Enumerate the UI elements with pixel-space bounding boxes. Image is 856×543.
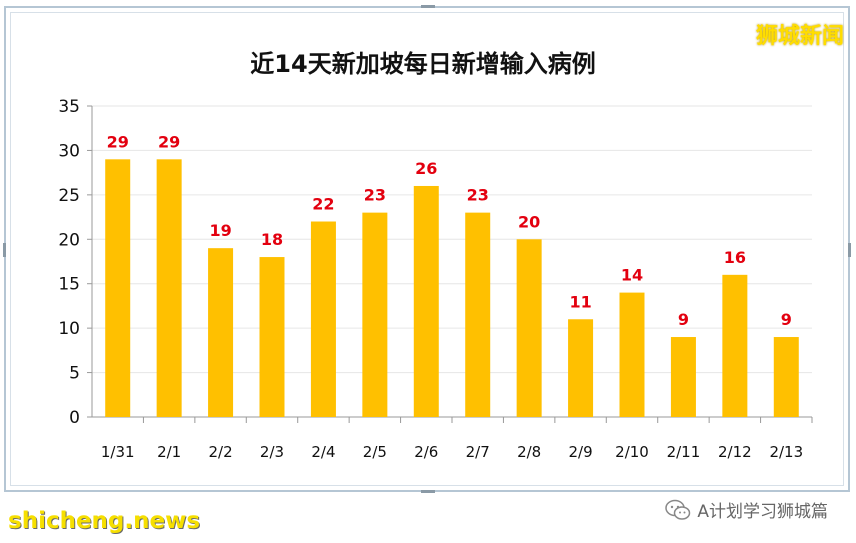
x-tick-label: 1/31 [101, 443, 135, 461]
y-tick-label: 10 [58, 319, 80, 339]
y-tick-label: 35 [58, 97, 80, 117]
y-tick-label: 20 [58, 230, 80, 250]
brand-watermark: 狮城新闻 [755, 24, 844, 49]
y-tick-label: 15 [58, 275, 80, 295]
x-tick-label: 2/4 [311, 443, 335, 461]
y-tick-label: 5 [69, 364, 80, 384]
bar [259, 257, 285, 417]
resize-handle-right[interactable] [848, 243, 851, 257]
bar [773, 337, 799, 417]
bar [156, 159, 182, 418]
data-label: 29 [107, 132, 129, 151]
x-tick-label: 2/5 [363, 443, 387, 461]
account-watermark: A计划学习狮城篇 [665, 497, 828, 522]
x-tick-label: 2/6 [414, 443, 438, 461]
chart-area [10, 12, 844, 486]
bar [619, 292, 645, 417]
data-label: 26 [415, 159, 437, 178]
resize-handle-top[interactable] [421, 5, 435, 8]
data-label: 18 [261, 230, 283, 249]
x-tick-label: 2/2 [209, 443, 233, 461]
resize-handle-left[interactable] [3, 243, 6, 257]
x-tick-label: 2/10 [615, 443, 649, 461]
data-label: 29 [158, 132, 180, 151]
bar [568, 319, 594, 417]
y-tick-label: 25 [58, 186, 80, 206]
data-label: 14 [621, 266, 643, 285]
bar [413, 185, 439, 417]
data-label: 16 [724, 248, 746, 267]
x-tick-label: 2/9 [569, 443, 593, 461]
y-tick-label: 0 [69, 408, 80, 428]
x-tick-label: 2/13 [769, 443, 803, 461]
wechat-icon [665, 499, 691, 520]
resize-handle-bottom[interactable] [421, 490, 435, 493]
bar [208, 248, 234, 417]
x-tick-label: 2/1 [157, 443, 181, 461]
x-tick-label: 2/7 [466, 443, 490, 461]
y-tick-label: 30 [58, 141, 80, 161]
bar [105, 159, 131, 418]
data-label: 9 [781, 310, 792, 329]
data-label: 23 [467, 186, 489, 205]
data-label: 11 [569, 292, 591, 311]
bar [362, 212, 388, 417]
site-watermark: shicheng.news [8, 508, 201, 534]
bar [670, 337, 696, 417]
data-label: 22 [312, 195, 334, 214]
x-tick-label: 2/8 [517, 443, 541, 461]
data-label: 9 [678, 310, 689, 329]
x-tick-label: 2/11 [667, 443, 701, 461]
x-tick-label: 2/12 [718, 443, 752, 461]
bar [465, 212, 491, 417]
chart-title: 近14天新加坡每日新增输入病例 [250, 50, 596, 78]
data-label: 19 [209, 221, 231, 240]
account-name: A计划学习狮城篇 [697, 502, 828, 522]
data-label: 23 [364, 186, 386, 205]
bar [310, 221, 336, 417]
x-tick-label: 2/3 [260, 443, 284, 461]
bar [516, 239, 542, 417]
data-label: 20 [518, 212, 540, 231]
bar [722, 274, 748, 417]
